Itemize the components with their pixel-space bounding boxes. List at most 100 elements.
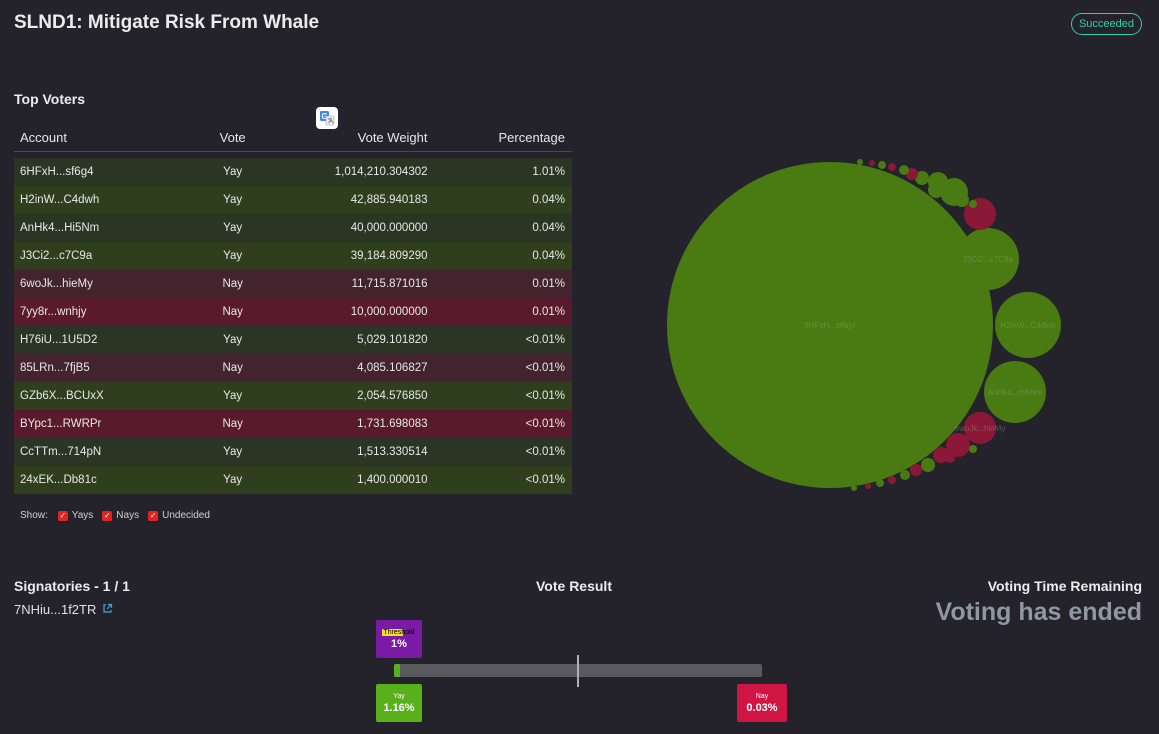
- voter-bubble[interactable]: [995, 292, 1061, 358]
- signatory-address[interactable]: 7NHiu...1f2TR: [14, 602, 97, 617]
- voter-bubble[interactable]: [878, 161, 886, 169]
- voter-bubble[interactable]: [906, 168, 918, 180]
- header-vote[interactable]: Vote: [219, 130, 246, 145]
- filter-yays-checkbox[interactable]: ✓ Yays: [57, 510, 94, 521]
- filter-nays-checkbox[interactable]: ✓ Nays: [102, 510, 139, 521]
- table-row[interactable]: GZb6X...BCUxX Yay 2,054.576850 <0.01%: [14, 382, 572, 410]
- header-percentage[interactable]: Percentage: [498, 130, 566, 145]
- yay-marker: Yay 1.16%: [376, 684, 422, 722]
- voter-bubble[interactable]: [910, 464, 922, 476]
- table-row[interactable]: CcTTm...714pN Yay 1,513.330514 <0.01%: [14, 438, 572, 466]
- cell-percentage: 0.04%: [532, 222, 565, 234]
- cell-vote: Yay: [223, 250, 243, 262]
- voter-bubble[interactable]: [900, 470, 910, 480]
- signatory-item[interactable]: 7NHiu...1f2TR: [14, 602, 113, 617]
- table-row[interactable]: 24xEK...Db81c Yay 1,400.000010 <0.01%: [14, 466, 572, 494]
- cell-account: BYpc1...RWRPr: [20, 418, 102, 430]
- cell-percentage: <0.01%: [525, 418, 565, 430]
- table-row[interactable]: H2inW...C4dwh Yay 42,885.940183 0.04%: [14, 186, 572, 214]
- table-header: Account Vote Vote Weight Percentage: [14, 124, 572, 152]
- translate-icon[interactable]: G: [316, 107, 338, 129]
- table-body[interactable]: 6HFxH...sf6g4 Yay 1,014,210.304302 1.01% H2i…: [14, 158, 572, 506]
- cell-percentage: <0.01%: [525, 446, 565, 458]
- bubble-label: 6HFxH...sf6g4: [804, 321, 856, 330]
- status-badge: Succeeded: [1070, 13, 1142, 35]
- threshold-label: Threshold: [382, 628, 416, 636]
- table-row[interactable]: H76iU...1U5D2 Yay 5,029.101820 <0.01%: [14, 326, 572, 354]
- cell-vote-weight: 4,085.106827: [357, 362, 428, 374]
- cell-vote-weight: 42,885.940183: [350, 194, 428, 206]
- voter-bubble[interactable]: [946, 433, 970, 457]
- voter-bubble[interactable]: [984, 361, 1046, 423]
- cell-percentage: <0.01%: [525, 474, 565, 486]
- voter-bubble[interactable]: [964, 412, 996, 444]
- voter-bubble[interactable]: [869, 160, 875, 166]
- table-row[interactable]: AnHk4...Hi5Nm Yay 40,000.000000 0.04%: [14, 214, 572, 242]
- voter-bubble[interactable]: [957, 228, 1019, 290]
- header-account[interactable]: Account: [20, 130, 67, 145]
- voter-bubble[interactable]: [888, 476, 896, 484]
- cell-vote-weight: 1,513.330514: [357, 446, 428, 458]
- cell-vote-weight: 40,000.000000: [350, 222, 428, 234]
- table-row[interactable]: 6HFxH...sf6g4 Yay 1,014,210.304302 1.01%: [14, 158, 572, 186]
- table-row[interactable]: 7yy8r...wnhjy Nay 10,000.000000 0.01%: [14, 298, 572, 326]
- filter-label: Show:: [20, 510, 48, 521]
- cell-vote: Nay: [222, 278, 243, 290]
- voter-bubble[interactable]: [928, 182, 944, 198]
- voter-bubble[interactable]: [945, 453, 955, 463]
- cell-percentage: 0.04%: [532, 194, 565, 206]
- cell-vote-weight: 39,184.809290: [350, 250, 428, 262]
- cell-vote: Yay: [223, 222, 243, 234]
- filter-undecided-checkbox[interactable]: ✓ Undecided: [148, 510, 210, 521]
- nay-label: Nay: [755, 692, 769, 700]
- voter-bubble[interactable]: [667, 162, 993, 488]
- nay-marker: Nay 0.03%: [737, 684, 787, 722]
- voter-bubble[interactable]: [888, 163, 896, 171]
- top-voters-table: Account Vote Vote Weight Percentage 6HFx…: [14, 124, 572, 506]
- voter-bubble[interactable]: [899, 165, 909, 175]
- external-link-icon[interactable]: [102, 603, 113, 617]
- vote-filters: Show: ✓ Yays ✓ Nays ✓ Undecided: [20, 510, 219, 521]
- vote-result-title: Vote Result: [536, 578, 612, 594]
- cell-vote: Yay: [223, 474, 243, 486]
- cell-vote-weight: 2,054.576850: [357, 390, 428, 402]
- yay-label: Yay: [393, 692, 405, 700]
- voter-bubble[interactable]: [921, 458, 935, 472]
- yay-value: 1.16%: [383, 701, 415, 714]
- voter-bubble[interactable]: [876, 479, 884, 487]
- cell-account: 6HFxH...sf6g4: [20, 166, 94, 178]
- voter-bubble[interactable]: [865, 483, 871, 489]
- cell-account: 85LRn...7fjB5: [20, 362, 90, 374]
- voter-bubble[interactable]: [851, 485, 857, 491]
- cell-account: H2inW...C4dwh: [20, 194, 100, 206]
- table-row[interactable]: 85LRn...7fjB5 Nay 4,085.106827 <0.01%: [14, 354, 572, 382]
- filter-undecided-label: Undecided: [162, 510, 210, 521]
- cell-vote: Yay: [223, 166, 243, 178]
- signatories-title: Signatories - 1 / 1: [14, 578, 130, 594]
- cell-percentage: 0.01%: [532, 278, 565, 290]
- checkbox-checked-icon: ✓: [102, 510, 113, 521]
- voter-bubble-chart[interactable]: 6HFxH...sf6g4 J3Ci2...c7C9a H2inW...C4dwh A…: [640, 140, 1100, 520]
- voter-bubble[interactable]: [955, 193, 969, 207]
- cell-percentage: <0.01%: [525, 362, 565, 374]
- svg-text:G: G: [321, 112, 327, 121]
- voter-bubble[interactable]: [964, 198, 996, 230]
- threshold-value: 1%: [391, 637, 407, 650]
- table-row[interactable]: J3Ci2...c7C9a Yay 39,184.809290 0.04%: [14, 242, 572, 270]
- table-row[interactable]: 6woJk...hieMy Nay 11,715.871016 0.01%: [14, 270, 572, 298]
- filter-yays-label: Yays: [71, 510, 94, 521]
- bubble-label: J3Ci2...c7C9a: [963, 255, 1014, 264]
- table-row[interactable]: BYpc1...RWRPr Nay 1,731.698083 <0.01%: [14, 410, 572, 438]
- cell-vote: Yay: [223, 194, 243, 206]
- voter-bubble[interactable]: [915, 171, 929, 185]
- bubble-label: H2inW...C4dwh: [1000, 321, 1055, 330]
- bubble-label: 6woJk...hieMy: [955, 424, 1006, 433]
- cell-vote: Nay: [222, 306, 243, 318]
- voter-bubble[interactable]: [857, 159, 863, 165]
- cell-vote-weight: 10,000.000000: [350, 306, 428, 318]
- cell-percentage: 1.01%: [532, 166, 565, 178]
- voter-bubble[interactable]: [969, 445, 977, 453]
- voter-bubble[interactable]: [933, 447, 949, 463]
- header-vote-weight[interactable]: Vote Weight: [357, 130, 428, 145]
- voter-bubble[interactable]: [969, 200, 977, 208]
